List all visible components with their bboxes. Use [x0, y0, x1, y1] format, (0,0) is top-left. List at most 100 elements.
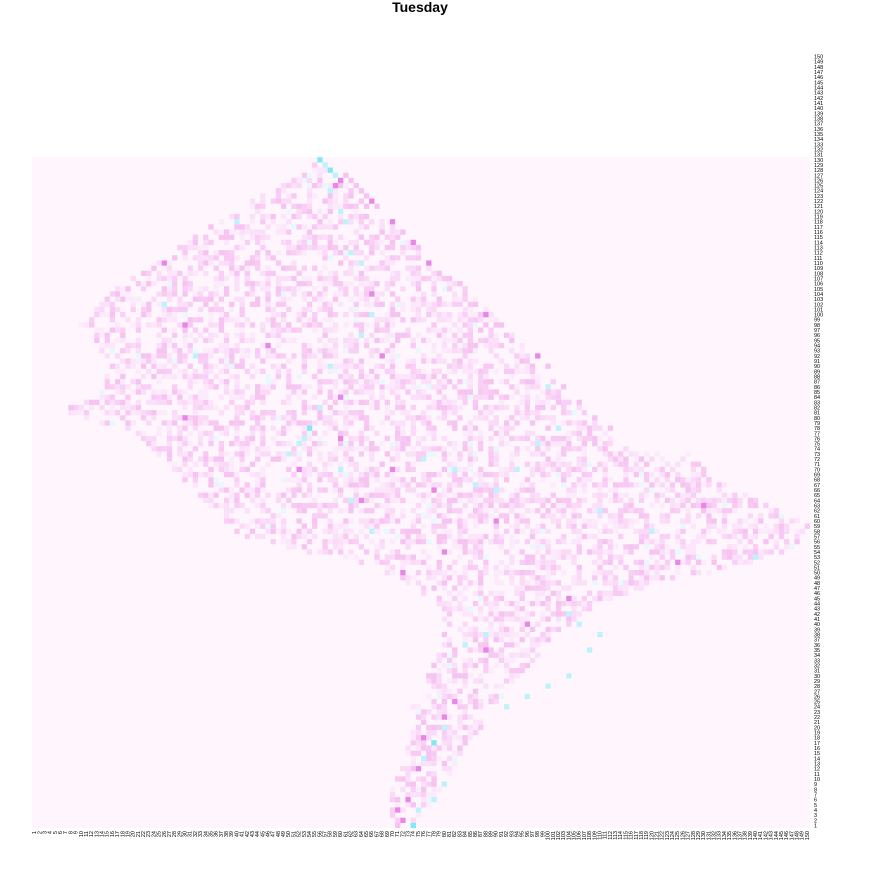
heatmap-cell [363, 291, 370, 297]
heatmap-cell-hot [400, 817, 406, 823]
heatmap-cell [690, 549, 696, 555]
heatmap-cell [379, 441, 385, 447]
heatmap-cell [410, 404, 416, 411]
heatmap-cell-cyan [441, 781, 448, 787]
heatmap-cell [571, 502, 577, 509]
heatmap-cell [213, 348, 219, 354]
heatmap-cell [519, 415, 525, 421]
heatmap-cell [89, 404, 95, 411]
x-tick-label: 56 [317, 831, 323, 837]
heatmap-cell [213, 477, 219, 483]
heatmap-cell [436, 327, 442, 333]
heatmap-cell [524, 410, 531, 416]
heatmap-cell [177, 358, 183, 364]
heatmap-cell [239, 420, 245, 426]
heatmap-cell [255, 301, 261, 307]
heatmap-cell [286, 296, 292, 302]
heatmap-cell [291, 286, 297, 292]
heatmap-cell [436, 513, 442, 519]
heatmap-cell [166, 337, 173, 344]
heatmap-cell [379, 482, 385, 488]
heatmap-cell [135, 327, 142, 333]
heatmap-cell [161, 420, 167, 426]
heatmap-cell [659, 564, 665, 571]
heatmap-cell [446, 740, 453, 746]
heatmap-cell [467, 389, 473, 395]
heatmap-cell [638, 559, 645, 565]
heatmap-cell [203, 353, 209, 359]
heatmap-cell [400, 379, 406, 385]
x-tick-label: 44 [255, 831, 261, 837]
heatmap-cell [431, 662, 437, 669]
heatmap-cell [529, 575, 536, 581]
heatmap-cell [498, 430, 505, 436]
heatmap-cell [260, 286, 266, 292]
heatmap-cell [768, 528, 774, 534]
heatmap-cell [555, 508, 562, 514]
heatmap-cell [343, 255, 349, 261]
heatmap-cell [343, 394, 349, 400]
heatmap-cell [503, 642, 510, 648]
heatmap-cell [431, 518, 437, 524]
heatmap-cell [389, 513, 396, 519]
heatmap-cell [410, 766, 416, 772]
heatmap-cell [363, 466, 370, 473]
x-tick-label: 83 [457, 831, 463, 837]
heatmap-cell [540, 631, 546, 638]
heatmap-cell [384, 415, 390, 421]
heatmap-cell [550, 559, 556, 565]
heatmap-cell [566, 487, 572, 493]
heatmap-cell [395, 399, 401, 405]
heatmap-cell [431, 704, 437, 710]
heatmap-cell [260, 523, 266, 529]
heatmap-cell [218, 441, 225, 447]
heatmap-cell [633, 585, 639, 591]
heatmap-cell [389, 358, 396, 364]
heatmap-cell [306, 177, 313, 184]
heatmap-cell [239, 234, 245, 240]
heatmap-cell [291, 244, 297, 251]
heatmap-cell [135, 317, 142, 323]
x-tick-label: 26 [162, 831, 168, 837]
heatmap-cell [555, 554, 562, 560]
x-tick-label: 59 [333, 831, 339, 837]
heatmap-cell [223, 291, 230, 297]
heatmap-cell [472, 513, 479, 519]
heatmap-cell [265, 317, 271, 323]
heatmap-cell [312, 518, 318, 524]
x-tick-label: 75 [416, 831, 422, 837]
heatmap-cell-hot [338, 435, 344, 442]
heatmap-cell [327, 281, 333, 287]
heatmap-cell [177, 368, 183, 375]
heatmap-cell [353, 286, 359, 292]
heatmap-cell [524, 580, 531, 586]
heatmap-cell [581, 606, 588, 612]
heatmap-cell [338, 410, 344, 416]
x-tick-label: 32 [193, 831, 199, 837]
heatmap-cell [550, 549, 556, 555]
heatmap-cell [592, 580, 598, 586]
heatmap-cell [768, 549, 774, 555]
heatmap-cell [737, 554, 743, 560]
heatmap-cell [426, 802, 432, 808]
heatmap-cell [431, 502, 437, 509]
heatmap-cell [348, 265, 354, 271]
heatmap-cell [197, 394, 204, 400]
heatmap-cell [280, 456, 287, 462]
heatmap-cell [301, 466, 307, 473]
heatmap-cell [130, 306, 136, 313]
heatmap-cell [296, 518, 302, 524]
heatmap-cell [571, 539, 577, 545]
heatmap-cell [618, 461, 624, 467]
heatmap-cell [462, 585, 468, 591]
heatmap-cell [177, 446, 183, 452]
heatmap-cell [239, 306, 245, 313]
heatmap-cell [135, 342, 142, 349]
heatmap-cell [374, 281, 380, 287]
heatmap-cell [234, 415, 240, 421]
heatmap-cell [561, 554, 567, 560]
heatmap-cell [197, 435, 204, 442]
heatmap-cell [597, 564, 603, 571]
heatmap-cell [338, 549, 344, 555]
